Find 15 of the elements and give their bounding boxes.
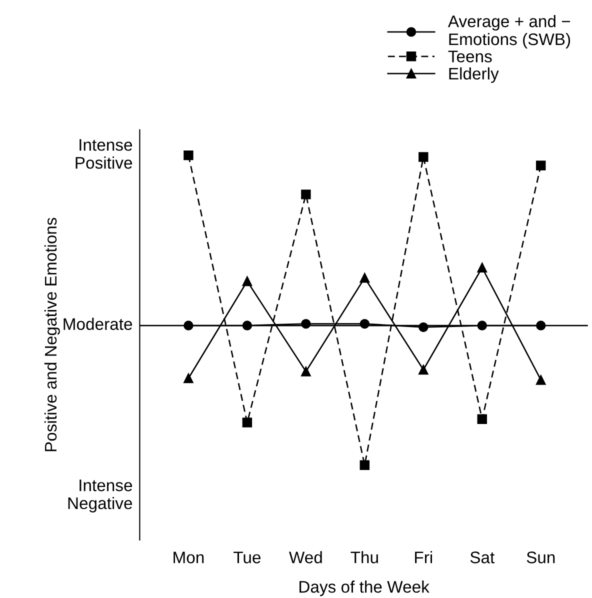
legend-label: Teens xyxy=(448,50,492,62)
x-axis-title: Days of the Week xyxy=(300,580,430,596)
y-axis-title: Positive and Negative Emotions xyxy=(44,218,60,452)
x-tick-label: Tue xyxy=(234,552,261,564)
x-tick-label: Fri xyxy=(415,551,432,564)
x-tick-label: Mon xyxy=(174,552,204,564)
text: Moderate xyxy=(64,318,132,330)
x-tick-label: Wed xyxy=(289,551,322,564)
text: Intense Negative xyxy=(68,480,132,512)
x-tick-label: Thu xyxy=(350,551,378,564)
text: Intense Positive xyxy=(76,139,132,169)
x-tick-label: Sat xyxy=(470,552,495,564)
x-tick-label: Sun xyxy=(526,552,555,564)
legend-label: Average + and − Emotions (SWB) xyxy=(448,15,570,48)
legend-label: Elderly xyxy=(449,67,499,83)
